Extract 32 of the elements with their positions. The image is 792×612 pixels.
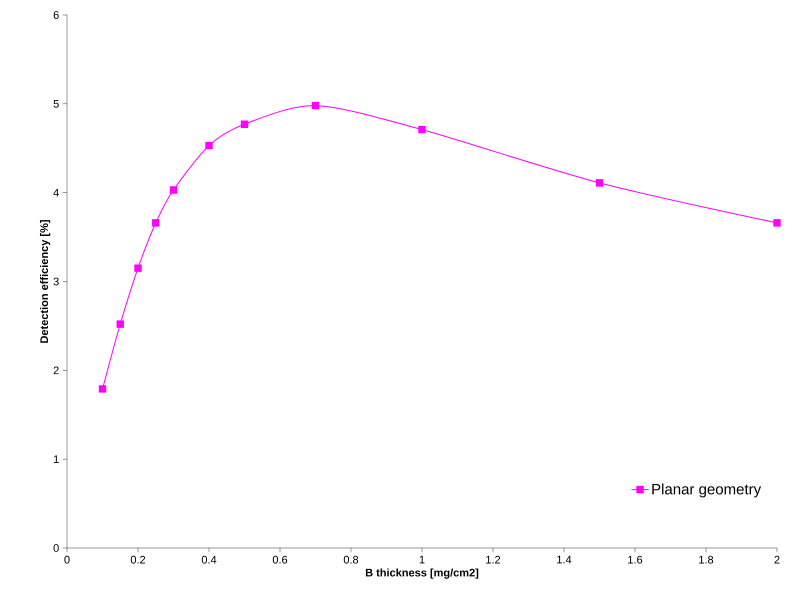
point bbox=[134, 264, 142, 272]
point bbox=[596, 179, 604, 187]
point bbox=[170, 186, 178, 194]
y-tick-label: 1 bbox=[54, 455, 59, 463]
point bbox=[205, 142, 213, 150]
y-tick-label: 3 bbox=[54, 278, 59, 286]
point bbox=[418, 126, 426, 134]
point bbox=[152, 219, 160, 227]
x-tick-label: 0.6 bbox=[272, 556, 288, 564]
point bbox=[240, 120, 248, 128]
x-tick-label: 0.2 bbox=[130, 556, 146, 564]
point bbox=[116, 320, 124, 328]
x-tick-label: 0.8 bbox=[344, 556, 358, 564]
x-tick-label: 1.2 bbox=[486, 556, 500, 564]
x-tick-label: 2 bbox=[774, 556, 780, 564]
x-tick-label: 0.4 bbox=[202, 556, 216, 564]
x-tick-label: 1 bbox=[420, 556, 425, 564]
y-axis-title: Detection efficiency [%] bbox=[40, 220, 50, 343]
x-tick-label: 1.4 bbox=[557, 556, 572, 564]
y-tick-label: 5 bbox=[54, 100, 59, 108]
x-tick-label: 0 bbox=[64, 556, 70, 564]
y-tick-label: 4 bbox=[53, 188, 59, 196]
x-axis-title: B thickness [mg/cm2] bbox=[366, 568, 478, 579]
y-tick-label: 0 bbox=[54, 544, 59, 552]
point bbox=[773, 219, 781, 227]
legend-label: Planar geometry bbox=[652, 483, 762, 498]
x-tick-label: 1.8 bbox=[699, 556, 714, 564]
point bbox=[98, 385, 106, 393]
point bbox=[312, 102, 320, 110]
y-tick-label: 2 bbox=[54, 366, 59, 374]
y-tick-label: 6 bbox=[54, 11, 59, 19]
x-tick-label: 1.6 bbox=[628, 556, 642, 564]
